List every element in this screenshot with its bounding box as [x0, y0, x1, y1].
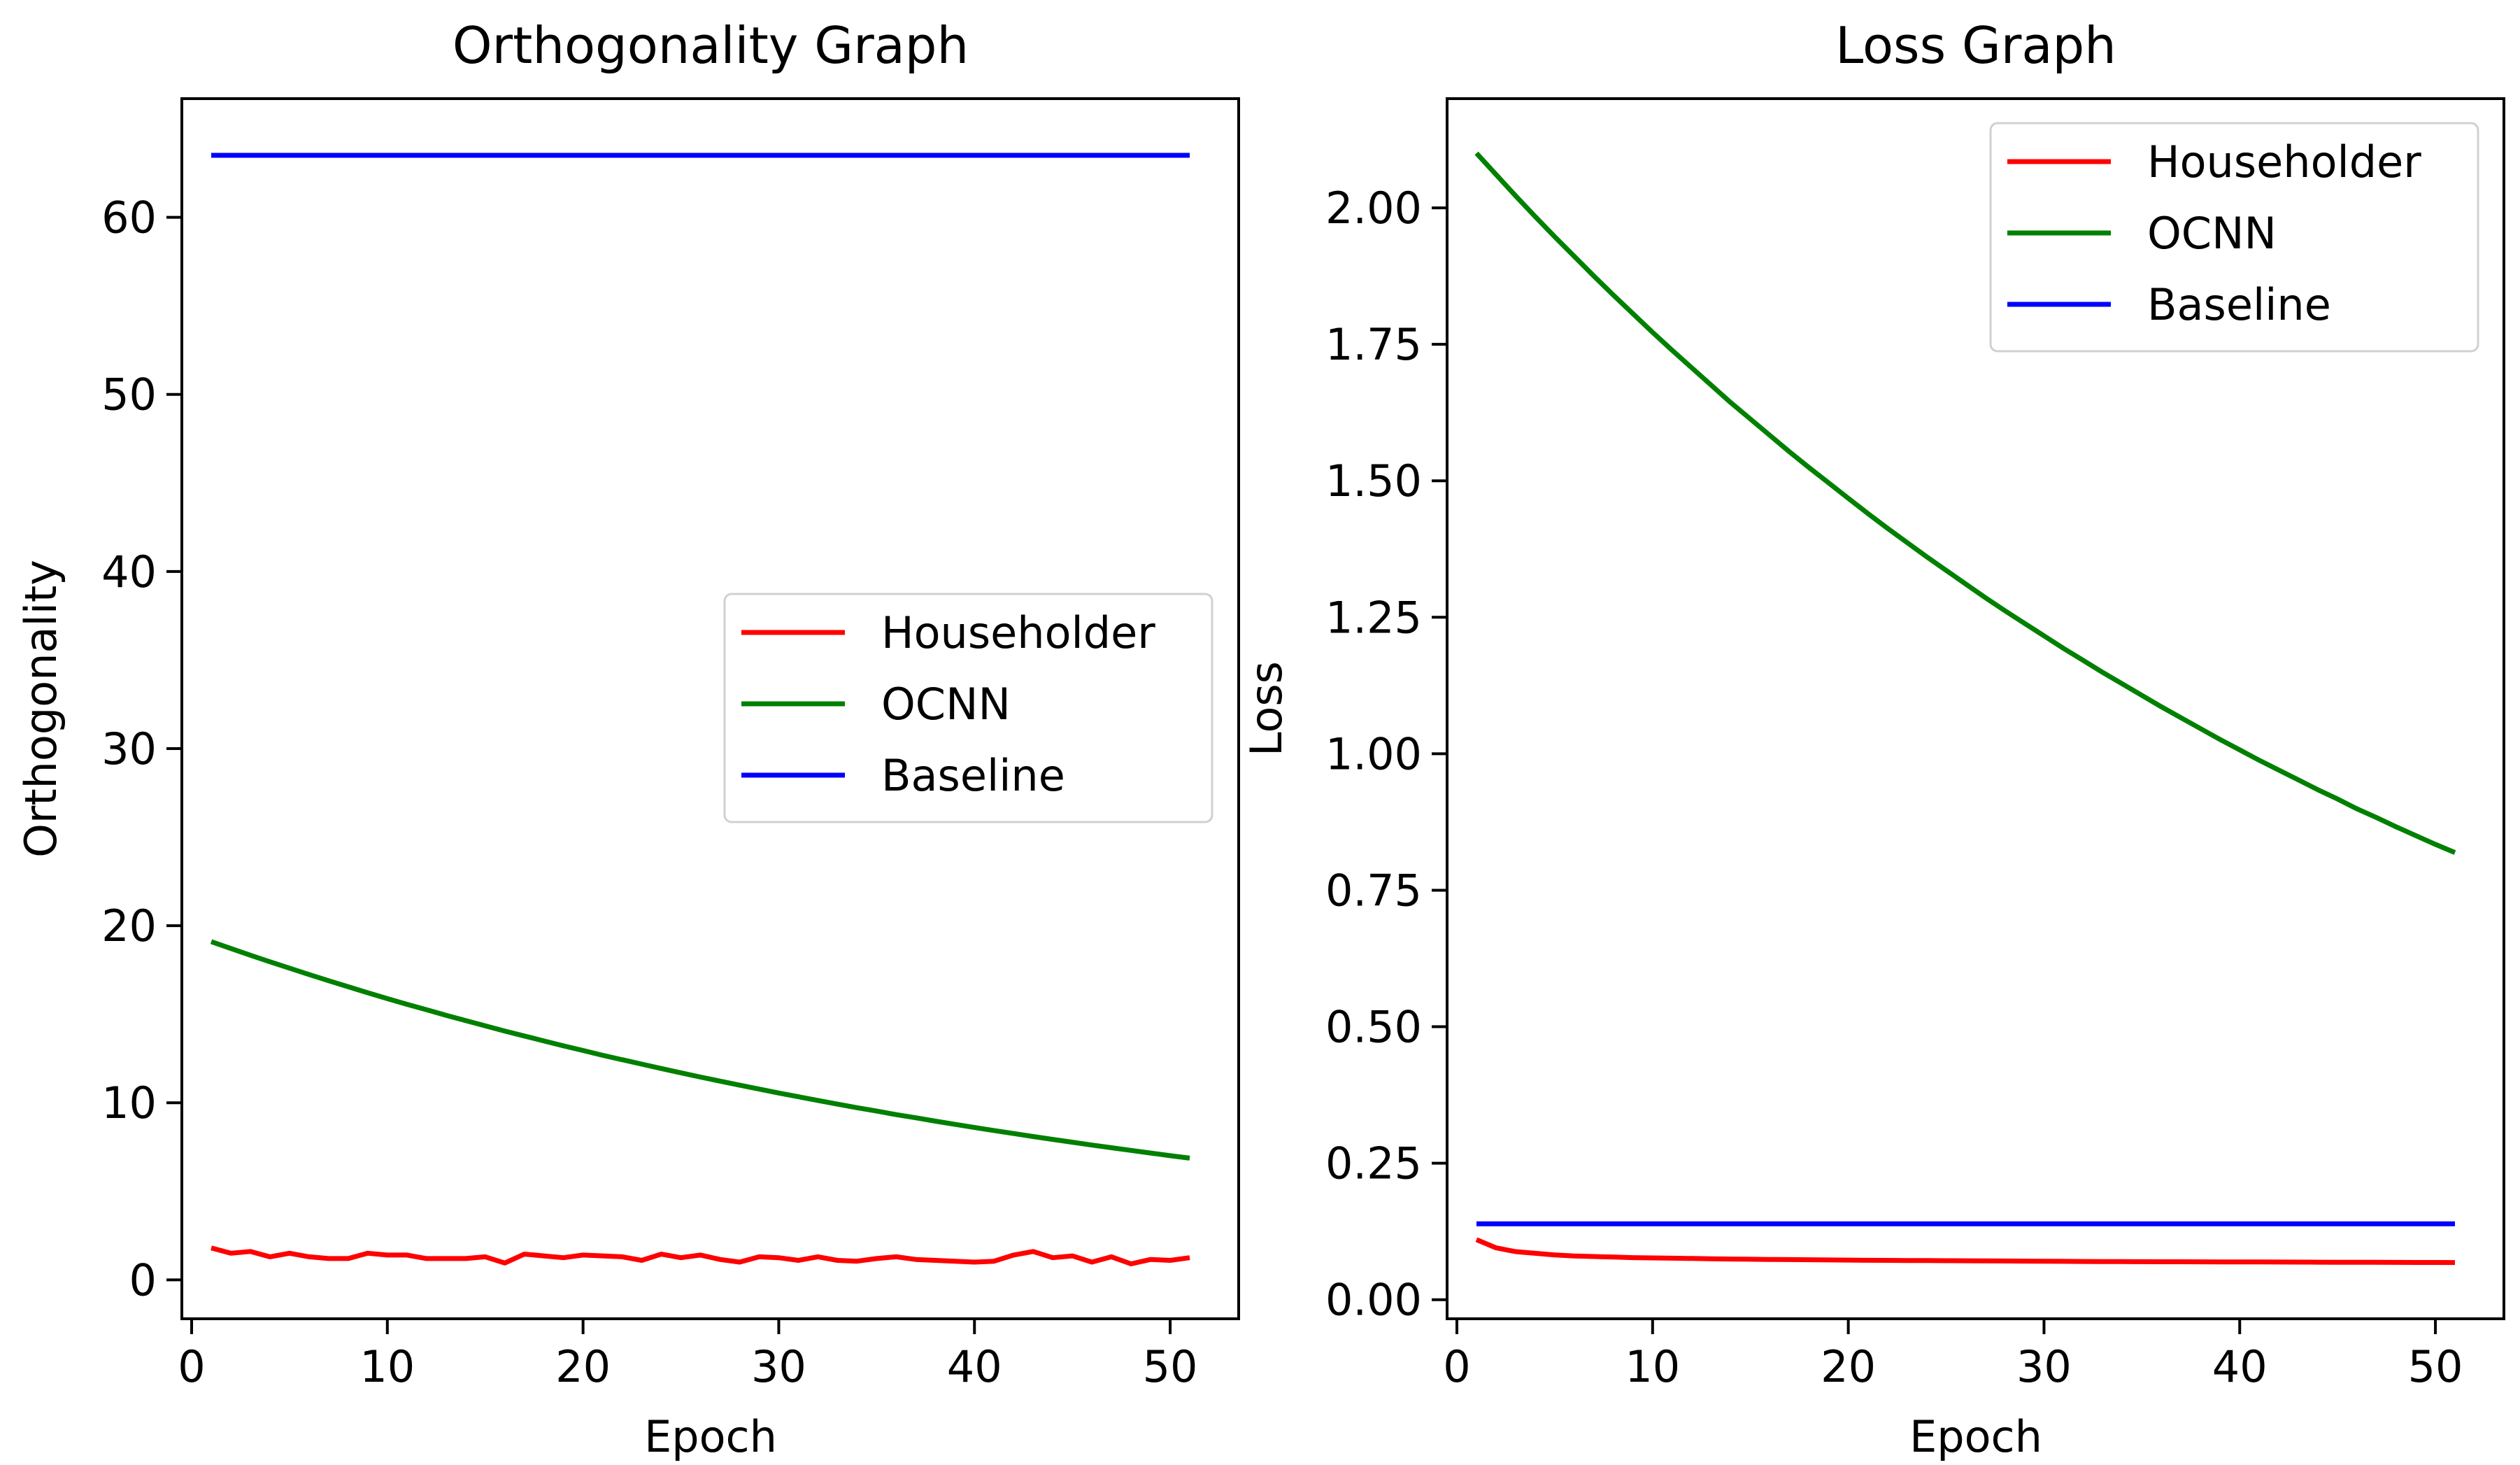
loss-y-tick-label: 1.50	[1325, 455, 1422, 507]
loss-y-tick-label: 0.75	[1325, 865, 1422, 916]
orthogonality-chart-title: Orthogonality Graph	[453, 16, 969, 75]
loss-y-tick-label: 2.00	[1325, 183, 1422, 234]
orthogonality-x-tick-label: 10	[360, 1341, 415, 1392]
orthogonality-legend-ocnn-label: OCNN	[881, 679, 1011, 730]
orthogonality-y-tick-label: 40	[101, 546, 157, 597]
orthogonality-x-axis-label: Epoch	[644, 1411, 777, 1462]
loss-y-axis: 0.00 0.25 0.50 0.75 1.00 1.25 1.50 1.75 2.00	[1325, 183, 1447, 1326]
loss-x-axis-label: Epoch	[1909, 1411, 2042, 1462]
loss-plot-frame	[1446, 97, 2505, 1320]
orthogonality-series-ocnn	[210, 939, 1190, 1161]
loss-legend-ocnn-label: OCNN	[2147, 208, 2277, 259]
orthogonality-y-tick-label: 60	[101, 192, 157, 243]
loss-series-ocnn	[1474, 151, 2456, 855]
orthogonality-legend: Householder OCNN Baseline	[723, 593, 1213, 823]
loss-x-axis: 0 10 20 30 40 50	[1443, 1319, 2463, 1392]
orthogonality-chart: Orthogonality Graph 0 10 20 30 40 50 0 10 20 30 4…	[15, 16, 1240, 1462]
loss-x-tick-label: 10	[1625, 1341, 1680, 1392]
loss-x-tick-label: 40	[2212, 1341, 2268, 1392]
orthogonality-legend-householder-label: Householder	[881, 607, 1155, 658]
orthogonality-x-tick-label: 40	[947, 1341, 1002, 1392]
orthogonality-x-tick-label: 20	[555, 1341, 611, 1392]
orthogonality-x-tick-label: 50	[1143, 1341, 1198, 1392]
orthogonality-y-tick-label: 20	[101, 900, 157, 951]
loss-y-tick-label: 0.00	[1325, 1275, 1422, 1326]
loss-x-tick-label: 20	[1821, 1341, 1876, 1392]
orthogonality-x-tick-label: 30	[751, 1341, 806, 1392]
orthogonality-series-group	[210, 153, 1190, 1266]
orthogonality-y-tick-label: 50	[101, 369, 157, 420]
orthogonality-y-tick-label: 30	[101, 723, 157, 774]
loss-x-tick-label: 0	[1443, 1341, 1470, 1392]
loss-chart-title: Loss Graph	[1835, 16, 2116, 75]
orthogonality-x-axis: 0 10 20 30 40 50	[178, 1319, 1198, 1392]
orthogonality-legend-baseline-label: Baseline	[881, 750, 1065, 801]
loss-series-householder	[1475, 1237, 2456, 1266]
orthogonality-y-tick-label: 10	[101, 1077, 157, 1128]
loss-legend: Householder OCNN Baseline	[1989, 122, 2479, 353]
orthogonality-y-axis-label: Orthogonality	[15, 560, 66, 858]
loss-y-tick-label: 1.75	[1325, 319, 1422, 370]
loss-y-tick-label: 1.00	[1325, 728, 1422, 779]
loss-x-tick-label: 30	[2016, 1341, 2072, 1392]
loss-legend-baseline-label: Baseline	[2147, 279, 2331, 330]
orthogonality-plot-frame	[180, 97, 1240, 1320]
orthogonality-x-tick-label: 0	[178, 1341, 205, 1392]
orthogonality-y-tick-label: 0	[129, 1254, 157, 1305]
orthogonality-series-householder	[211, 1245, 1190, 1266]
loss-y-tick-label: 0.25	[1325, 1138, 1422, 1189]
loss-y-tick-label: 0.50	[1325, 1002, 1422, 1053]
loss-y-axis-label: Loss	[1241, 661, 1292, 756]
orthogonality-legend-box	[723, 593, 1213, 823]
loss-x-tick-label: 50	[2408, 1341, 2463, 1392]
loss-y-tick-label: 1.25	[1325, 592, 1422, 643]
loss-series-group	[1474, 151, 2456, 1266]
orthogonality-y-axis: 0 10 20 30 40 50 60	[101, 192, 182, 1305]
loss-legend-box	[1989, 122, 2479, 353]
loss-legend-householder-label: Householder	[2147, 136, 2421, 187]
loss-chart: Loss Graph 0 10 20 30 40 50 0.00 0.25 0.50 0.75 1…	[1241, 16, 2505, 1462]
